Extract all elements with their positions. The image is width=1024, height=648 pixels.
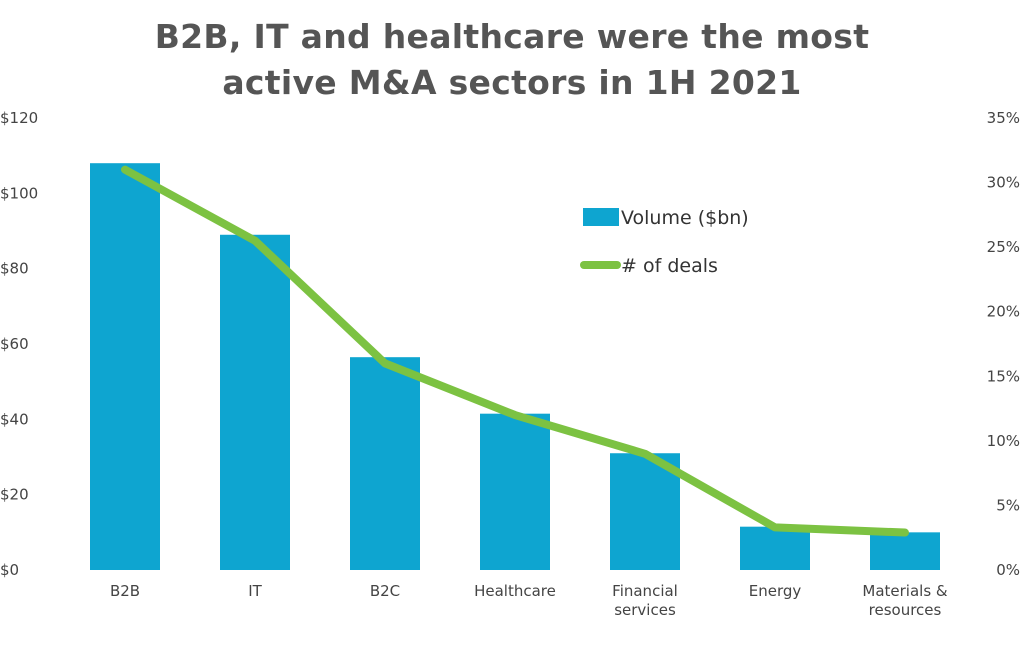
volume-bar-0 — [90, 163, 160, 570]
volume-bar-3 — [480, 413, 550, 570]
legend-deals-label: # of deals — [621, 255, 718, 277]
category-label-line: Materials & — [862, 582, 948, 600]
category-label: IT — [248, 582, 262, 600]
right-axis-tick-label: 25% — [987, 238, 1020, 256]
category-label-line: services — [614, 601, 676, 619]
right-axis-tick-label: 30% — [987, 174, 1020, 192]
deals-line — [121, 165, 909, 537]
left-axis-tick-label: $80 — [0, 260, 29, 278]
volume-bar-1 — [220, 234, 290, 570]
deals-line-series — [121, 165, 909, 537]
right-axis: 0% 5% 10% 15% 20% 25% 30% 35% — [987, 109, 1020, 579]
right-axis-tick-label: 20% — [987, 303, 1020, 321]
legend-volume-label: Volume ($bn) — [621, 207, 749, 229]
right-axis-tick-label: 15% — [987, 367, 1020, 385]
category-label-line: Financial — [612, 582, 678, 600]
volume-bar-2 — [350, 357, 420, 570]
category-label-line: B2C — [370, 582, 400, 600]
category-label: B2C — [370, 582, 400, 600]
right-axis-tick-label: 0% — [996, 561, 1020, 579]
legend: Volume ($bn) # of deals — [580, 207, 749, 277]
category-label-line: IT — [248, 582, 262, 600]
category-label: Healthcare — [474, 582, 556, 600]
left-axis: $0 $20 $40 $60 $80 $100 $120 — [0, 109, 38, 579]
chart-title-line-2: active M&A sectors in 1H 2021 — [222, 63, 802, 102]
left-axis-tick-label: $0 — [0, 561, 19, 579]
legend-volume-swatch — [583, 208, 619, 226]
left-axis-tick-label: $100 — [0, 184, 38, 202]
category-label: Energy — [749, 582, 802, 600]
category-label-line: resources — [869, 601, 942, 619]
category-label: Financial services — [612, 582, 678, 619]
x-axis: B2B IT B2C Healthcare Financial services Energ… — [110, 582, 948, 619]
chart-title-line-1: B2B, IT and healthcare were the most — [154, 17, 870, 56]
right-axis-tick-label: 35% — [987, 109, 1020, 127]
left-axis-tick-label: $60 — [0, 335, 29, 353]
right-axis-tick-label: 5% — [996, 496, 1020, 514]
category-label-line: Healthcare — [474, 582, 556, 600]
volume-bars — [90, 163, 940, 570]
volume-bar-5 — [740, 526, 810, 570]
category-label-line: Energy — [749, 582, 802, 600]
left-axis-tick-label: $40 — [0, 410, 29, 428]
chart-title: B2B, IT and healthcare were the most act… — [0, 14, 1024, 106]
category-label-line: B2B — [110, 582, 140, 600]
left-axis-tick-label: $20 — [0, 486, 29, 504]
volume-bar-4 — [610, 453, 680, 570]
category-label: Materials & resources — [862, 582, 948, 619]
left-axis-tick-label: $120 — [0, 109, 38, 127]
right-axis-tick-label: 10% — [987, 432, 1020, 450]
category-label: B2B — [110, 582, 140, 600]
volume-bar-6 — [870, 532, 940, 570]
